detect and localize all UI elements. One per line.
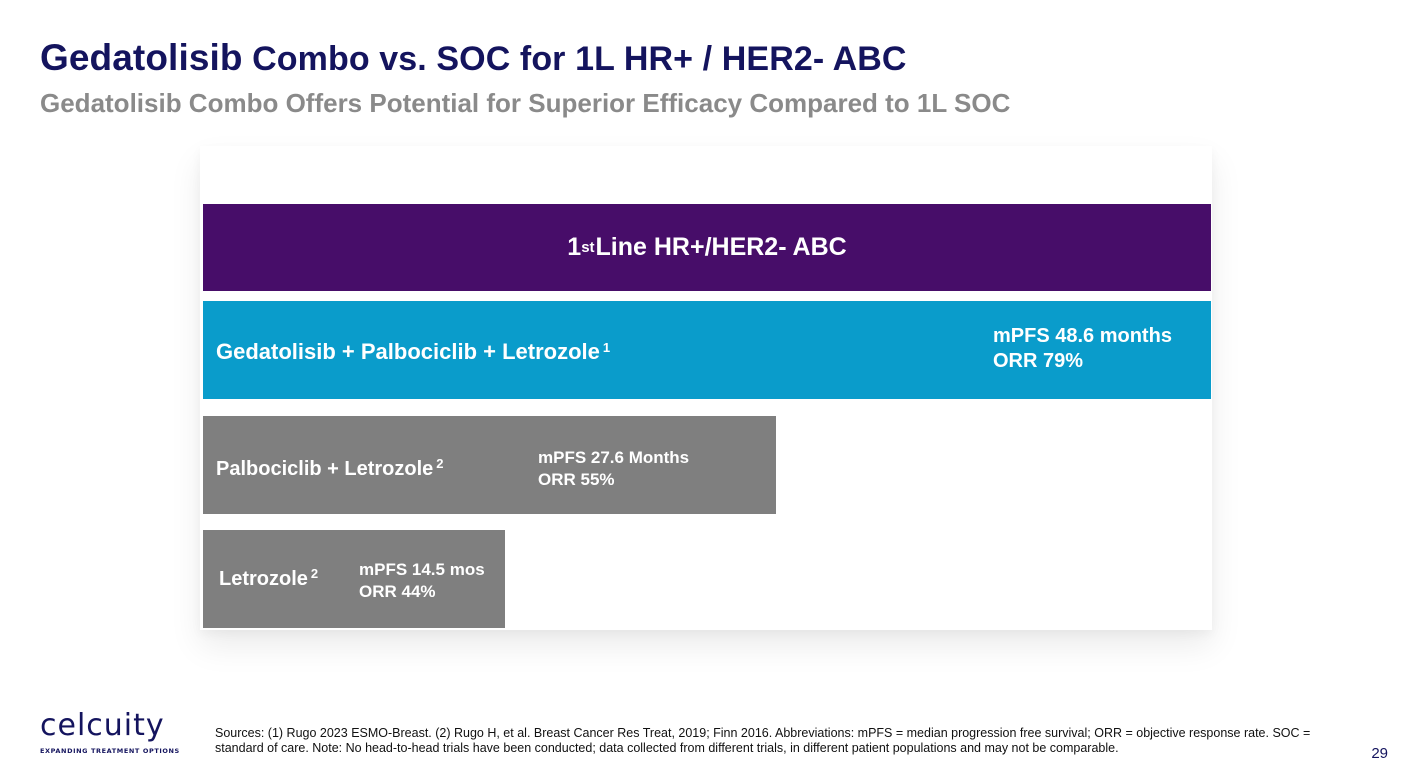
header-ordinal: 1	[567, 233, 582, 261]
mpfs-value: mPFS 48.6 months	[993, 325, 1172, 347]
slide-title-rest: Combo vs. SOC for 1L HR+ / HER2- ABC	[242, 40, 907, 78]
arm-reference: 1	[602, 340, 611, 355]
orr-value: ORR 44%	[359, 582, 436, 601]
arm-results: mPFS 27.6 Months ORR 55%	[538, 447, 689, 491]
efficacy-bar-letrozole: Letrozole 2 mPFS 14.5 mos ORR 44%	[203, 530, 505, 628]
mpfs-value: mPFS 27.6 Months	[538, 448, 690, 467]
arm-label: Gedatolisib + Palbociclib + Letrozole 1	[216, 339, 610, 365]
page-number: 29	[1371, 745, 1388, 762]
arm-label: Palbociclib + Letrozole 2	[216, 456, 444, 481]
efficacy-bar-gedatolisib-combo: Gedatolisib + Palbociclib + Letrozole 1 m…	[203, 301, 1211, 399]
slide-subtitle: Gedatolisib Combo Offers Potential for S…	[40, 88, 1011, 118]
arm-reference: 2	[436, 456, 444, 471]
celcuity-logo: celcuity EXPANDING TREATMENT OPTIONS	[40, 708, 180, 756]
efficacy-bar-palbociclib-letrozole: Palbociclib + Letrozole 2 mPFS 27.6 Month…	[203, 416, 776, 514]
mpfs-value: mPFS 14.5 mos	[359, 560, 485, 579]
slide-title-lead: Gedatolisib	[40, 37, 243, 78]
arm-results: mPFS 14.5 mos ORR 44%	[359, 559, 485, 603]
logo-wordmark: celcuity	[40, 708, 165, 743]
logo-tagline: EXPANDING TREATMENT OPTIONS	[40, 747, 180, 755]
header-text: Line HR+/HER2- ABC	[595, 233, 847, 261]
orr-value: ORR 55%	[538, 470, 615, 489]
arm-name: Letrozole	[219, 568, 308, 590]
header-superscript: st	[581, 239, 595, 256]
slide-title: Gedatolisib Combo vs. SOC for 1L HR+ / H…	[40, 37, 907, 79]
arm-name: Gedatolisib + Palbociclib + Letrozole	[216, 339, 600, 364]
arm-name: Palbociclib + Letrozole	[216, 458, 434, 480]
arm-results: mPFS 48.6 months ORR 79%	[993, 324, 1172, 374]
arm-reference: 2	[310, 566, 319, 581]
orr-value: ORR 79%	[993, 350, 1084, 372]
arm-label: Letrozole 2	[219, 566, 318, 591]
sources-footnote: Sources: (1) Rugo 2023 ESMO-Breast. (2) …	[215, 726, 1311, 755]
